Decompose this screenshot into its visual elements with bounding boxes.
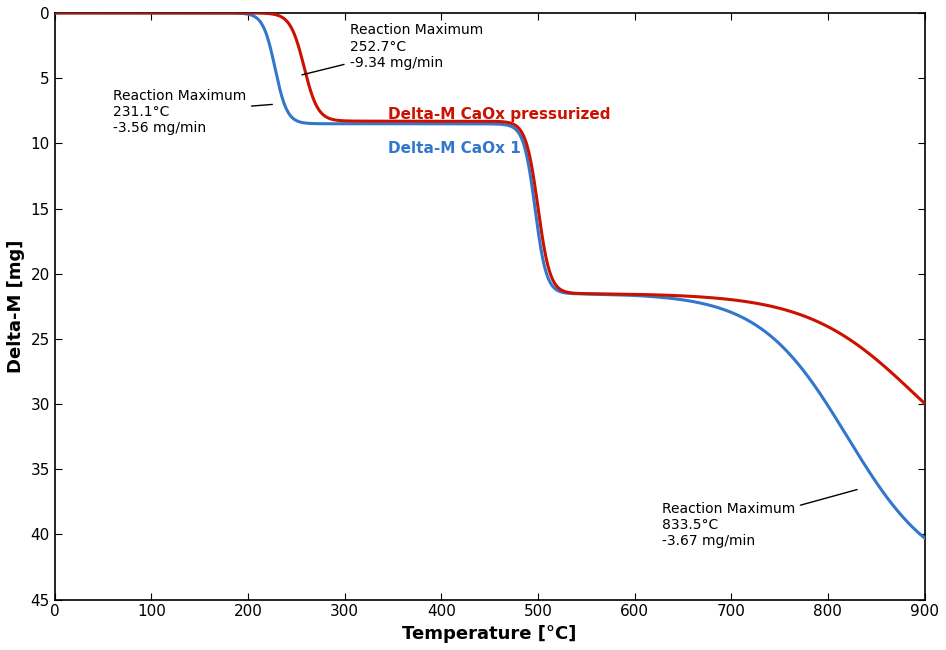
Y-axis label: Delta-M [mg]: Delta-M [mg] [7, 240, 25, 373]
Text: Reaction Maximum
833.5°C
-3.67 mg/min: Reaction Maximum 833.5°C -3.67 mg/min [661, 489, 857, 548]
Text: Reaction Maximum
252.7°C
-9.34 mg/min: Reaction Maximum 252.7°C -9.34 mg/min [302, 23, 482, 75]
Text: Delta-M CaOx pressurized: Delta-M CaOx pressurized [388, 107, 611, 122]
X-axis label: Temperature [°C]: Temperature [°C] [402, 625, 577, 643]
Text: Delta-M CaOx 1: Delta-M CaOx 1 [388, 140, 521, 156]
Text: Reaction Maximum
231.1°C
-3.56 mg/min: Reaction Maximum 231.1°C -3.56 mg/min [113, 88, 272, 135]
